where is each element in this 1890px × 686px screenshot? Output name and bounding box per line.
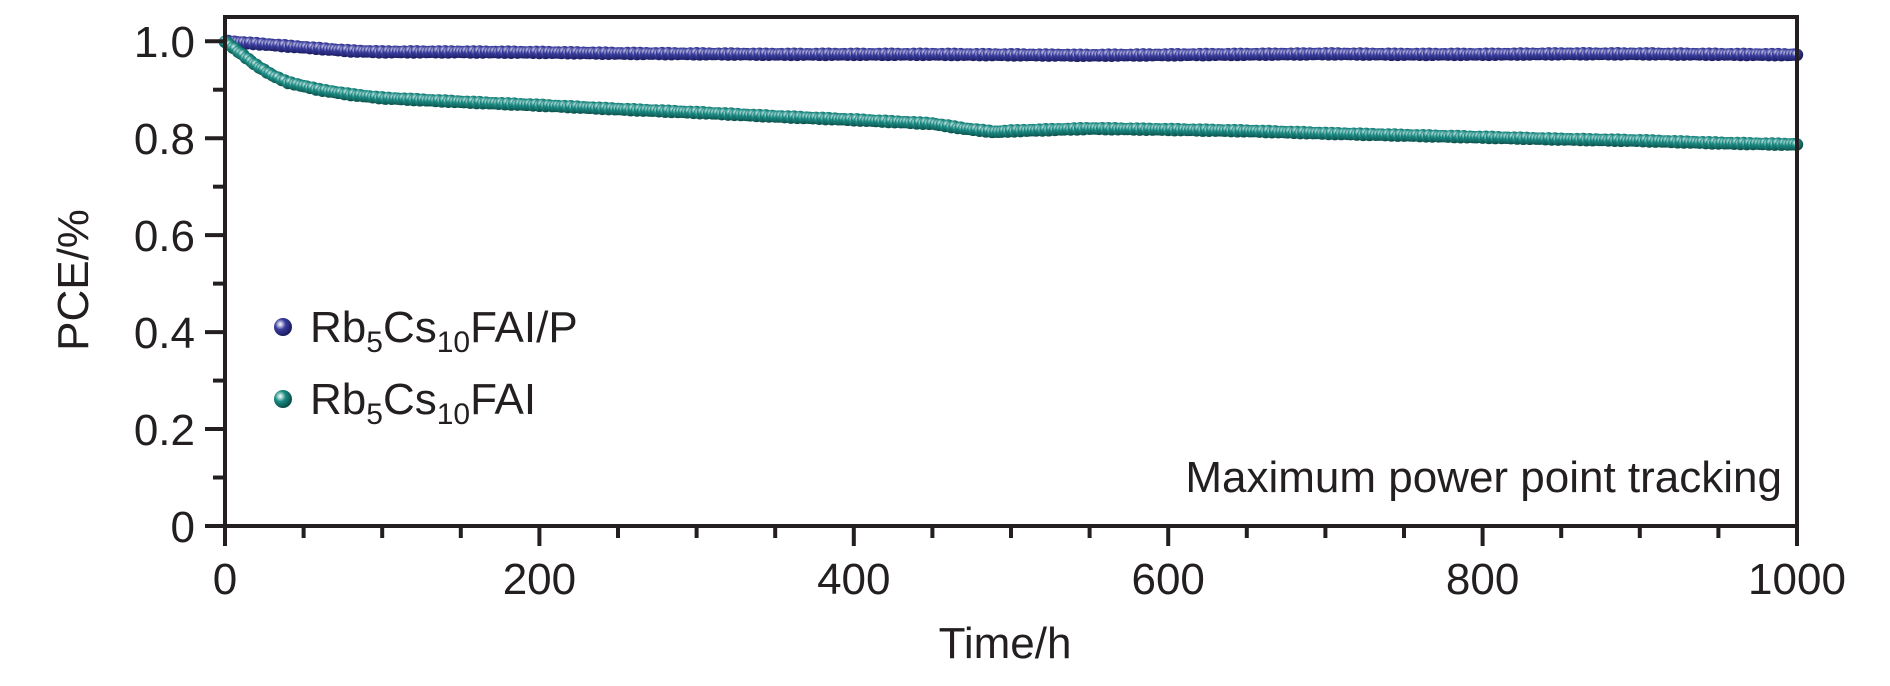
x-tick-label: 600 <box>1131 555 1204 604</box>
plot-frame <box>223 15 1799 528</box>
x-tick-label: 200 <box>503 555 576 604</box>
axes-layer: 0 200 400 600 800 1000 0 0.2 0.4 0.6 0.8 1.0 <box>134 15 1846 604</box>
series-1-markers <box>218 35 1804 151</box>
x-axis-title: Time/h <box>939 619 1072 668</box>
legend-label-part: FAI <box>470 375 536 424</box>
y-tick-label: 0 <box>171 503 195 552</box>
legend-label-1: Rb5Cs10FAI <box>310 375 536 431</box>
legend-label-part: Cs <box>383 375 437 424</box>
y-tick-label: 0.2 <box>134 406 195 455</box>
y-axis-title: PCE/% <box>49 209 98 351</box>
legend-label-part: Cs <box>383 303 437 352</box>
y-tick-label: 1.0 <box>134 18 195 67</box>
annotation-text: Maximum power point tracking <box>1185 453 1782 502</box>
x-tick-label: 0 <box>213 555 237 604</box>
y-tick-label: 0.4 <box>134 309 195 358</box>
legend-label-part: FAI/P <box>470 303 578 352</box>
series-layer <box>218 34 1804 151</box>
legend-marker-1 <box>274 390 292 408</box>
legend-label-0: Rb5Cs10FAI/P <box>310 303 578 359</box>
legend-label-part: 5 <box>366 398 383 431</box>
legend-label-part: Rb <box>310 375 366 424</box>
legend-marker-0 <box>274 318 292 336</box>
legend-label-part: 10 <box>437 326 470 359</box>
x-tick-label: 800 <box>1446 555 1519 604</box>
legend-label-part: 10 <box>437 398 470 431</box>
series-0-markers <box>218 34 1804 63</box>
x-tick-label: 1000 <box>1748 555 1846 604</box>
legend-label-part: Rb <box>310 303 366 352</box>
x-tick-label: 400 <box>817 555 890 604</box>
legend-label-part: 5 <box>366 326 383 359</box>
y-tick-label: 0.8 <box>134 115 195 164</box>
y-tick-label: 0.6 <box>134 212 195 261</box>
